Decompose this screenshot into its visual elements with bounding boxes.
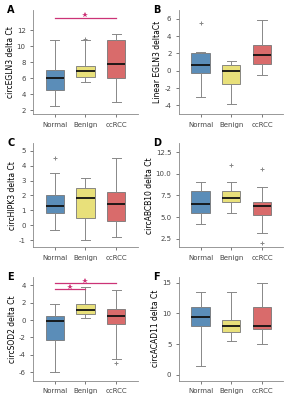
PathPatch shape (222, 320, 240, 332)
PathPatch shape (107, 40, 125, 78)
Text: E: E (7, 272, 14, 282)
PathPatch shape (46, 70, 64, 90)
Y-axis label: Linear EGLN3 deltaCt: Linear EGLN3 deltaCt (153, 21, 162, 103)
PathPatch shape (191, 54, 210, 73)
Y-axis label: circACAD11 delta Ct: circACAD11 delta Ct (151, 290, 160, 368)
PathPatch shape (107, 192, 125, 221)
Y-axis label: circSOD2 delta Ct: circSOD2 delta Ct (8, 295, 16, 362)
PathPatch shape (191, 191, 210, 213)
PathPatch shape (222, 191, 240, 202)
PathPatch shape (253, 202, 271, 215)
PathPatch shape (46, 316, 64, 340)
PathPatch shape (76, 66, 95, 76)
Text: A: A (7, 5, 15, 15)
Text: F: F (153, 272, 160, 282)
Y-axis label: circEGLN3 delta Ct: circEGLN3 delta Ct (5, 26, 14, 98)
Y-axis label: circABCB10 delta Ct: circABCB10 delta Ct (144, 157, 153, 234)
PathPatch shape (253, 45, 271, 64)
PathPatch shape (107, 309, 125, 324)
Y-axis label: circHIPK3 delta Ct: circHIPK3 delta Ct (8, 161, 16, 230)
Text: B: B (153, 5, 160, 15)
PathPatch shape (46, 196, 64, 213)
PathPatch shape (222, 65, 240, 84)
PathPatch shape (253, 307, 271, 329)
PathPatch shape (76, 188, 95, 218)
Text: C: C (7, 138, 14, 148)
PathPatch shape (191, 307, 210, 326)
PathPatch shape (76, 304, 95, 314)
Text: D: D (153, 138, 161, 148)
